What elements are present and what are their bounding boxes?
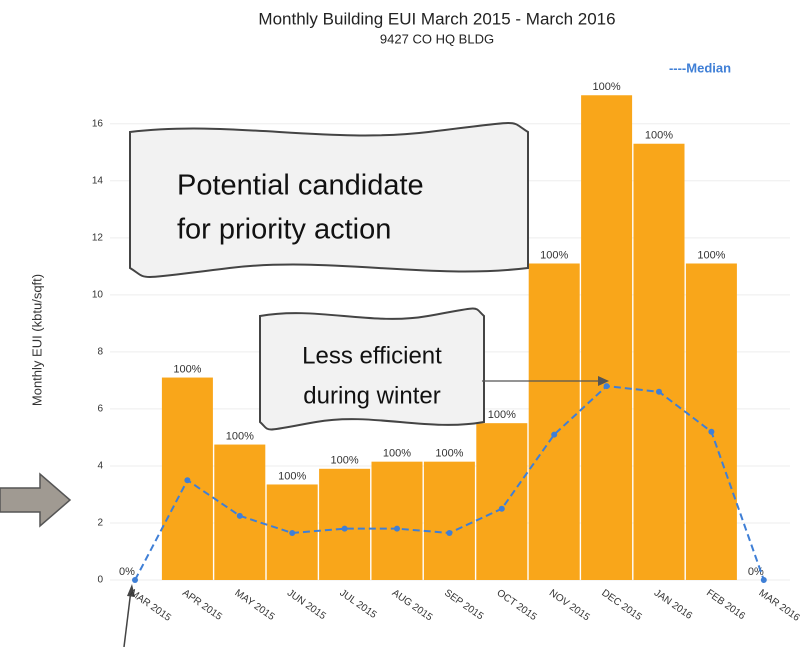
x-tick-label: SEP 2015 — [442, 588, 485, 623]
bar — [319, 468, 371, 580]
median-point — [708, 428, 715, 435]
y-tick-label: 8 — [97, 347, 103, 358]
x-tick-label: OCT 2015 — [495, 588, 539, 624]
x-tick-label: MAR 2016 — [757, 588, 802, 624]
annotation-box — [129, 122, 529, 278]
median-point — [394, 525, 400, 532]
x-tick-label: AUG 2015 — [390, 588, 435, 624]
bar — [214, 444, 266, 580]
bar — [581, 95, 633, 580]
bar-label: 100% — [226, 430, 254, 442]
median-point — [446, 529, 453, 536]
x-tick-label: APR 2015 — [180, 588, 224, 623]
bar — [633, 143, 685, 580]
bar-label: 100% — [383, 448, 411, 460]
median-point — [498, 505, 505, 512]
bar-label: 100% — [488, 409, 516, 421]
pointer-line — [123, 589, 132, 647]
legend-entry: ----Median — [669, 60, 731, 75]
x-tick-label: JUL 2015 — [337, 588, 378, 622]
y-tick-label: 14 — [92, 175, 104, 186]
chart-subtitle: 9427 CO HQ BLDG — [380, 31, 494, 46]
bar-label: 100% — [593, 81, 621, 93]
x-tick-label: JAN 2016 — [652, 588, 695, 622]
bar-label: 100% — [331, 455, 359, 467]
bar-label: 100% — [645, 130, 673, 142]
median-point — [184, 477, 191, 484]
bar-label: 0% — [119, 566, 135, 578]
median-point — [551, 431, 558, 438]
x-tick-label: DEC 2015 — [599, 588, 643, 624]
y-tick-label: 16 — [92, 118, 104, 129]
median-point — [603, 383, 610, 390]
bar — [371, 461, 423, 580]
bar-label: 100% — [540, 249, 568, 261]
bar — [423, 461, 475, 580]
bar — [685, 263, 737, 580]
median-point — [132, 577, 138, 583]
annotation-box — [259, 307, 485, 431]
median-point — [236, 512, 243, 519]
x-tick-label: NOV 2015 — [547, 588, 592, 624]
y-axis-label: Monthly EUI (kbtu/sqft) — [29, 274, 44, 406]
y-tick-label: 12 — [92, 232, 104, 243]
annotation-text: for priority action — [177, 214, 391, 246]
x-tick-label: JUN 2015 — [285, 588, 328, 623]
median-point — [656, 388, 662, 395]
annotation-text: during winter — [303, 382, 440, 409]
bar — [476, 423, 528, 580]
y-tick-label: 4 — [97, 461, 103, 472]
bar-label: 100% — [697, 249, 725, 261]
median-point — [341, 525, 348, 532]
chart-title: Monthly Building EUI March 2015 - March … — [258, 9, 615, 28]
annotation-text: Less efficient — [302, 342, 442, 369]
x-tick-label: MAR 2015 — [128, 588, 173, 624]
pointer-head — [127, 584, 135, 597]
x-tick-label: MAY 2015 — [233, 588, 277, 624]
y-tick-label: 2 — [97, 518, 103, 529]
bar-label: 100% — [278, 470, 306, 482]
annotation-text: Potential candidate — [177, 170, 424, 202]
median-point — [760, 577, 767, 583]
y-tick-label: 0 — [97, 575, 103, 586]
median-point — [289, 529, 296, 536]
y-tick-label: 10 — [92, 289, 104, 300]
bar-label: 100% — [435, 448, 463, 460]
x-tick-label: FEB 2016 — [704, 588, 747, 623]
bar-label: 100% — [173, 363, 201, 375]
y-tick-label: 6 — [97, 404, 103, 415]
pointer-arrow — [0, 472, 72, 528]
annotation-arrowhead — [598, 376, 609, 386]
bar — [528, 263, 580, 580]
